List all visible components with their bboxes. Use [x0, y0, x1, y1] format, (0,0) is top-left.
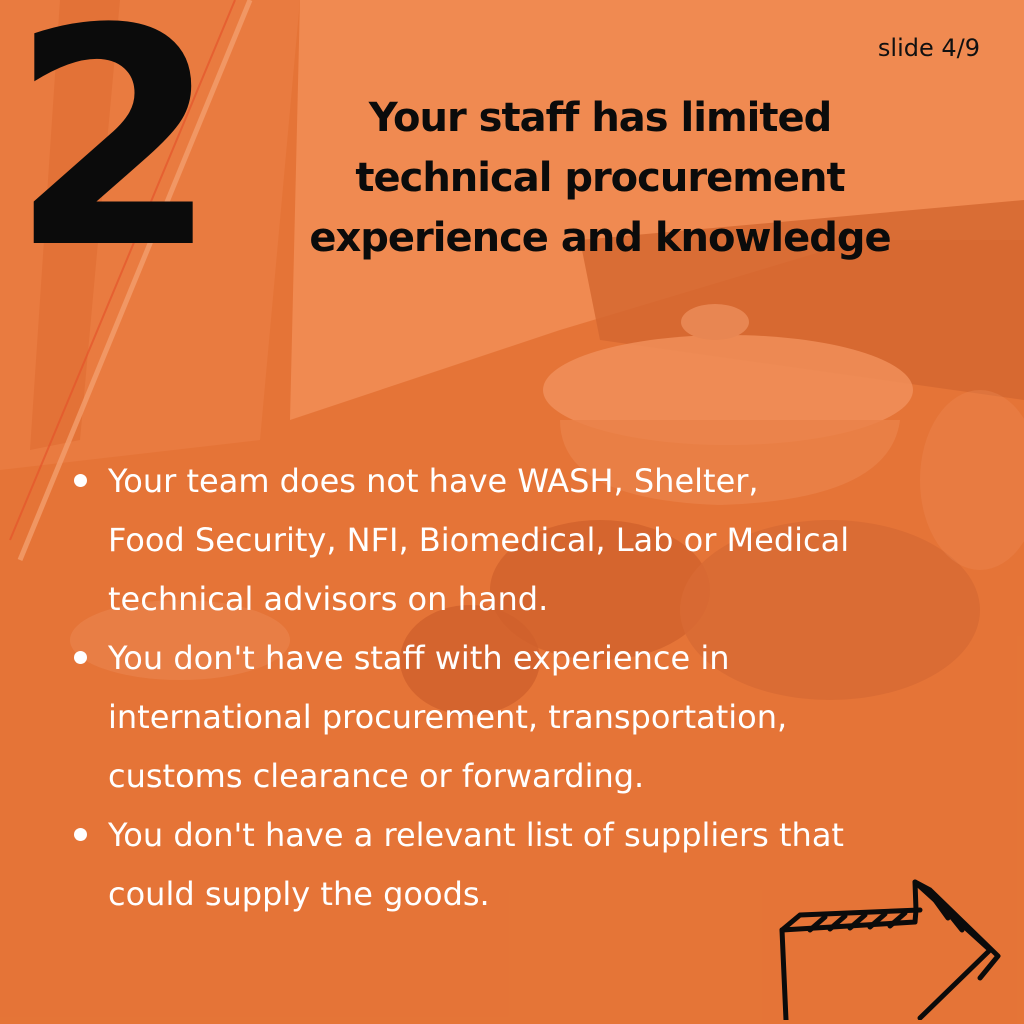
- slide-counter: slide 4/9: [877, 34, 980, 62]
- bullet-text-line: You don't have staff with experience in: [108, 639, 730, 677]
- bullet-text-line: customs clearance or forwarding.: [108, 757, 645, 795]
- step-number: 2: [10, 0, 219, 314]
- bullet-text-line: You don't have a relevant list of suppli…: [108, 816, 844, 854]
- headline: Your staff has limited technical procure…: [240, 88, 960, 268]
- bullet-item: You don't have staff with experience in …: [70, 629, 1000, 806]
- bullet-text-line: could supply the goods.: [108, 875, 490, 913]
- bullet-dot-icon: [74, 651, 87, 664]
- bullet-item: Your team does not have WASH, Shelter, F…: [70, 452, 1000, 629]
- headline-line: Your staff has limited: [368, 95, 832, 141]
- headline-line: experience and knowledge: [309, 215, 891, 261]
- bullet-text-line: Your team does not have WASH, Shelter,: [108, 462, 759, 500]
- bullet-text-line: Food Security, NFI, Biomedical, Lab or M…: [108, 521, 850, 559]
- bullet-text-line: technical advisors on hand.: [108, 580, 549, 618]
- bullet-text-line: international procurement, transportatio…: [108, 698, 788, 736]
- bullet-item: You don't have a relevant list of suppli…: [70, 806, 1000, 924]
- bullet-list: Your team does not have WASH, Shelter, F…: [70, 452, 1000, 924]
- arrow-right-icon[interactable]: [770, 870, 1010, 1020]
- bullet-dot-icon: [74, 828, 87, 841]
- headline-line: technical procurement: [355, 155, 845, 201]
- bullet-dot-icon: [74, 474, 87, 487]
